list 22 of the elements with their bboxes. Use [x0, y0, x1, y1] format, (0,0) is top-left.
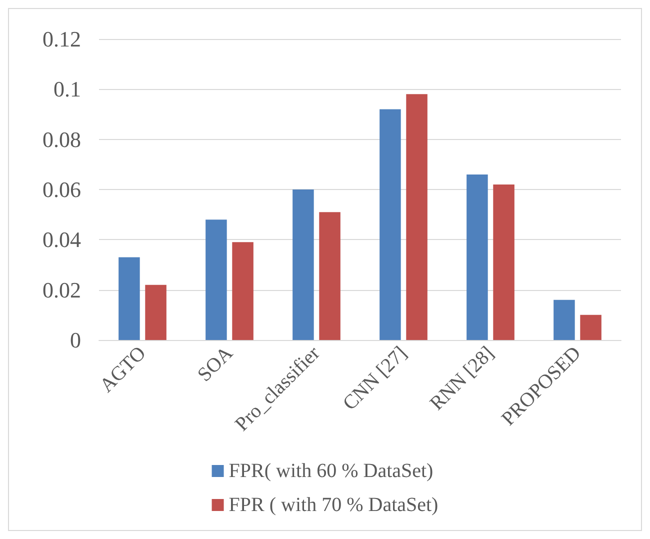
- bar: [292, 190, 314, 340]
- bar: [380, 109, 401, 340]
- bar: [466, 174, 488, 340]
- y-tick-label: 0.02: [42, 277, 81, 302]
- bar: [118, 257, 140, 340]
- bar: [580, 314, 602, 340]
- y-tick-label: 0.12: [42, 26, 81, 52]
- bar: [406, 94, 428, 340]
- bar: [206, 220, 227, 340]
- x-tick-label: SOA: [193, 342, 238, 386]
- y-tick-label: 0.1: [54, 76, 81, 102]
- bar: [493, 184, 514, 340]
- y-tick-label: 0.04: [42, 227, 81, 252]
- y-tick-label: 0.08: [42, 126, 81, 152]
- legend-label: FPR ( with 70 % DataSet): [228, 494, 438, 516]
- y-tick-label: 0.06: [42, 177, 81, 202]
- bar: [319, 212, 340, 340]
- legend-label: FPR( with 60 % DataSet): [228, 460, 434, 482]
- y-tick-label: 0: [70, 328, 81, 352]
- bar: [145, 284, 166, 340]
- bar: [232, 242, 254, 340]
- bar: [554, 300, 575, 340]
